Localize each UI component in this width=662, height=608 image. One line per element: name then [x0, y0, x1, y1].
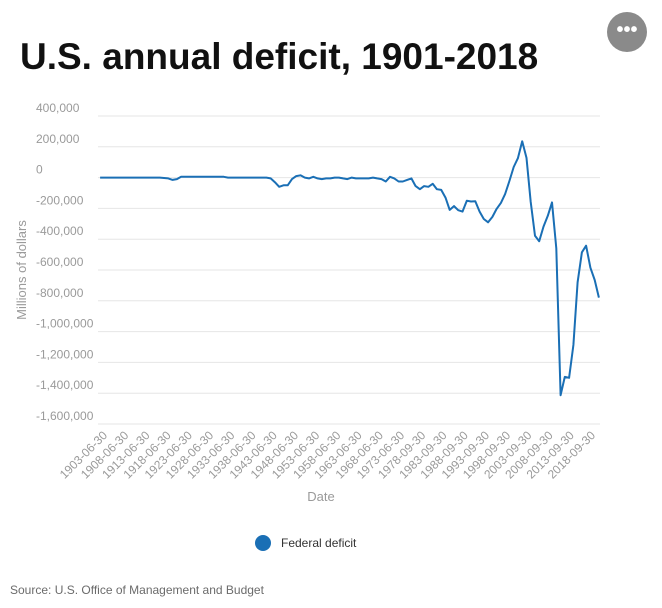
legend[interactable]: Federal deficit: [255, 535, 357, 551]
legend-label: Federal deficit: [281, 536, 357, 550]
series-line-federal-deficit[interactable]: [100, 140, 600, 397]
page-title: U.S. annual deficit, 1901-2018: [20, 36, 539, 77]
y-tick-label: 400,000: [36, 101, 80, 115]
x-axis-ticks: 1903-06-301908-06-301913-06-301918-06-30…: [57, 428, 599, 482]
y-tick-label: -1,600,000: [36, 409, 94, 423]
y-tick-label: -400,000: [36, 224, 84, 238]
y-tick-label: -1,200,000: [36, 347, 94, 361]
ellipsis-icon[interactable]: •••: [607, 12, 647, 52]
source-note: Source: U.S. Office of Management and Bu…: [10, 583, 264, 597]
series-layer: [100, 140, 600, 397]
legend-marker: [255, 535, 271, 551]
gridlines: [98, 115, 600, 425]
x-axis-label: Date: [307, 489, 334, 504]
y-tick-label: -1,000,000: [36, 317, 94, 331]
y-tick-label: -600,000: [36, 255, 84, 269]
y-tick-label: -200,000: [36, 193, 84, 207]
y-tick-label: -800,000: [36, 286, 84, 300]
y-axis-ticks: 400,000 200,000 0 -200,000 -400,000 -600,000 -…: [36, 101, 94, 423]
y-tick-label: 0: [36, 163, 43, 177]
y-tick-label: 200,000: [36, 132, 80, 146]
y-axis-label: Millions of dollars: [14, 220, 29, 320]
line-chart: 400,000 200,000 0 -200,000 -400,000 -600,000 -…: [14, 101, 600, 551]
y-tick-label: -1,400,000: [36, 378, 94, 392]
